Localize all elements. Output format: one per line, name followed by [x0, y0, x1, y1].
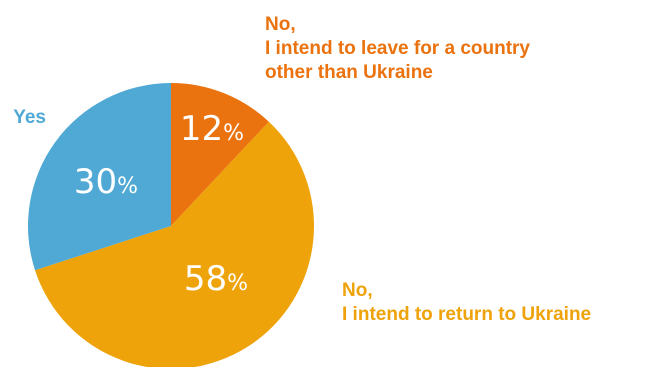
slice-category-label-0: No, I intend to leave for a country other … [265, 14, 530, 83]
pie-slice-2 [28, 83, 172, 271]
slice-value-label-2: 30% [74, 162, 138, 202]
slice-value-label-0: 12% [180, 109, 244, 149]
slice-category-label-1: No, I intend to return to Ukraine [342, 280, 591, 325]
pie-slice-0 [171, 83, 269, 226]
slice-value-label-1: 58% [184, 259, 248, 299]
slice-category-label-2: Yes [13, 107, 46, 128]
pie-slice-1 [35, 121, 314, 367]
